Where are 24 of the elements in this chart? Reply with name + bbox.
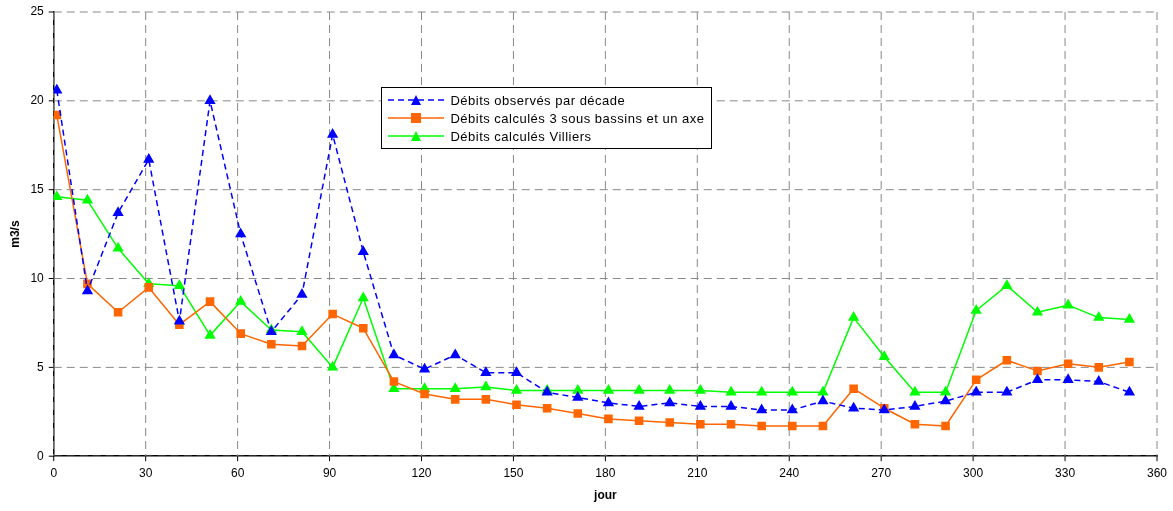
x-tick-label: 90 — [322, 465, 337, 480]
x-tick-label: 210 — [687, 465, 708, 480]
legend-label: Débits calculés 3 sous bassins et un axe — [450, 110, 705, 126]
x-tick-label: 60 — [230, 465, 245, 480]
x-tick-label: 360 — [1146, 465, 1168, 480]
x-axis-title: jour — [593, 488, 618, 503]
y-tick-label: 15 — [30, 181, 45, 196]
y-tick-label: 0 — [37, 448, 45, 463]
y-tick-label: 20 — [30, 93, 45, 108]
x-tick-label: 330 — [1055, 465, 1076, 480]
x-tick-label: 270 — [871, 465, 892, 480]
x-tick-label: 300 — [963, 465, 984, 480]
x-tick-label: 180 — [595, 465, 616, 480]
y-tick-label: 25 — [30, 4, 45, 19]
legend-label: Débits calculés Villiers — [450, 128, 592, 144]
y-tick-label: 5 — [37, 359, 45, 374]
y-axis-title: m3/s — [7, 220, 22, 248]
y-tick-label: 10 — [30, 270, 45, 285]
x-tick-label: 150 — [503, 465, 524, 480]
x-tick-label: 240 — [779, 465, 800, 480]
legend-label: Débits observés par décade — [450, 92, 626, 108]
x-tick-label: 30 — [139, 465, 153, 480]
x-tick-label: 120 — [411, 465, 432, 480]
x-tick-label: 0 — [50, 465, 58, 480]
